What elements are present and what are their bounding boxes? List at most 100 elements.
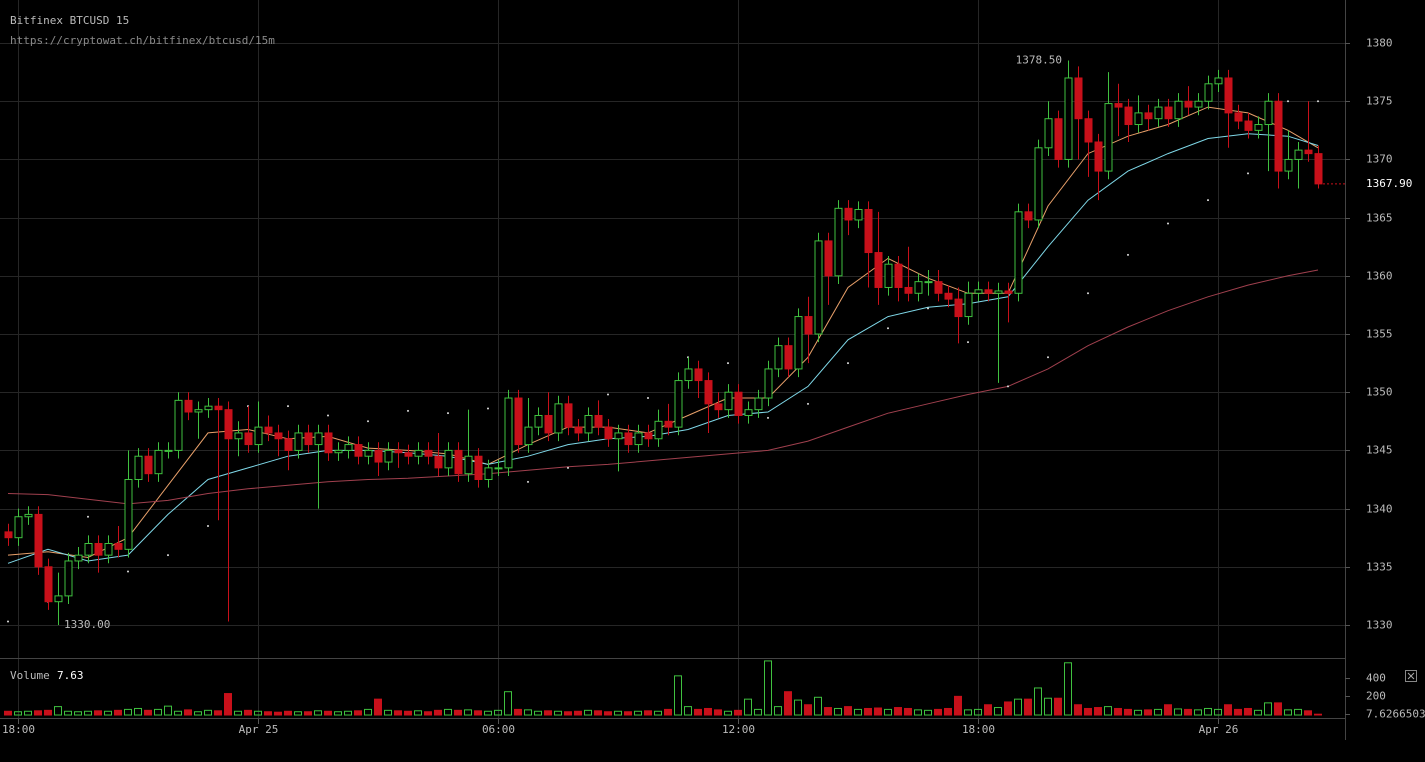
candle-body bbox=[34, 513, 43, 568]
candle-body bbox=[1184, 100, 1193, 108]
candle-body bbox=[424, 449, 433, 457]
sar-dot bbox=[1167, 222, 1169, 225]
volume-bar bbox=[1224, 704, 1232, 716]
volume-bar bbox=[874, 707, 882, 716]
candle-body bbox=[874, 252, 883, 288]
sar-dot bbox=[1007, 385, 1009, 388]
sar-dot bbox=[127, 570, 129, 573]
candle-body bbox=[104, 543, 113, 556]
candle-body bbox=[314, 432, 323, 446]
volume-bar bbox=[434, 709, 442, 716]
volume-bar bbox=[1304, 710, 1312, 716]
volume-bar bbox=[104, 710, 112, 716]
volume-tick-label: 400 bbox=[1366, 672, 1386, 685]
candle-body bbox=[634, 432, 643, 446]
volume-bar bbox=[1114, 707, 1122, 716]
volume-bar bbox=[94, 710, 102, 716]
sar-dot bbox=[887, 327, 889, 330]
y-tick-label: 1345 bbox=[1366, 444, 1393, 457]
candle-body bbox=[254, 426, 263, 446]
volume-bar bbox=[124, 708, 132, 716]
volume-bar bbox=[1194, 709, 1202, 716]
volume-bar bbox=[54, 706, 62, 716]
volume-bar bbox=[1314, 713, 1322, 716]
candle-body bbox=[1144, 112, 1153, 120]
candle-body bbox=[894, 263, 903, 288]
candle-body bbox=[4, 531, 13, 539]
candle-body bbox=[94, 543, 103, 556]
y-tick-label: 1375 bbox=[1366, 95, 1393, 108]
candle-body bbox=[434, 455, 443, 469]
volume-bar bbox=[424, 711, 432, 716]
volume-bar bbox=[1064, 662, 1072, 716]
volume-bar bbox=[334, 711, 342, 716]
sar-dot bbox=[767, 416, 769, 419]
candle-body bbox=[24, 513, 33, 518]
volume-bar bbox=[714, 709, 722, 716]
candle-body bbox=[1134, 112, 1143, 126]
candle-body bbox=[574, 426, 583, 434]
candle-body bbox=[294, 432, 303, 451]
sar-dot bbox=[807, 402, 809, 405]
volume-bar bbox=[1244, 707, 1252, 716]
volume-bar bbox=[1264, 702, 1272, 716]
candle-body bbox=[164, 449, 173, 452]
volume-bar bbox=[1024, 698, 1032, 716]
volume-bar bbox=[784, 691, 792, 716]
volume-bar bbox=[84, 710, 92, 716]
candle-body bbox=[1214, 77, 1223, 85]
candle-body bbox=[284, 438, 293, 451]
volume-bar bbox=[1284, 709, 1292, 716]
volume-bar bbox=[484, 710, 492, 716]
sar-dot bbox=[447, 412, 449, 415]
close-box[interactable] bbox=[1405, 670, 1417, 682]
candle-body bbox=[174, 399, 183, 451]
close-pane-button[interactable] bbox=[1405, 670, 1417, 682]
volume-bar bbox=[664, 708, 672, 716]
x-tick-label: 12:00 bbox=[722, 723, 755, 736]
candle-body bbox=[754, 397, 763, 411]
volume-bar bbox=[474, 710, 482, 716]
candle-body bbox=[714, 403, 723, 411]
candle-body bbox=[974, 289, 983, 294]
volume-bar bbox=[144, 709, 152, 716]
candle-body bbox=[344, 444, 353, 451]
sar-dot bbox=[1047, 356, 1049, 359]
volume-bar bbox=[684, 706, 692, 716]
volume-bar bbox=[534, 710, 542, 716]
candle-body bbox=[194, 409, 203, 413]
volume-bar bbox=[174, 710, 182, 716]
volume-tick-label: 7.6266503 bbox=[1366, 708, 1425, 721]
candle-body bbox=[384, 449, 393, 463]
volume-bar bbox=[724, 710, 732, 716]
candle-body bbox=[854, 208, 863, 221]
candle-body bbox=[864, 208, 873, 254]
volume-bar bbox=[164, 705, 172, 716]
volume-bar bbox=[134, 707, 142, 716]
candle-body bbox=[674, 380, 683, 428]
volume-bar bbox=[44, 709, 52, 716]
sar-dot bbox=[1317, 100, 1319, 103]
volume-bar bbox=[284, 710, 292, 716]
volume-bar bbox=[1294, 708, 1302, 716]
volume-bar bbox=[454, 709, 462, 716]
last-price-label: 1367.90 bbox=[1366, 177, 1412, 190]
volume-bar bbox=[1014, 698, 1022, 716]
volume-bar bbox=[804, 704, 812, 716]
volume-bar bbox=[214, 710, 222, 716]
candle-body bbox=[1084, 118, 1093, 143]
candle-body bbox=[304, 432, 313, 446]
candle-body bbox=[654, 420, 663, 440]
candle-body bbox=[404, 452, 413, 457]
volume-bar bbox=[1254, 709, 1262, 716]
candle-body bbox=[934, 281, 943, 294]
candle-body bbox=[354, 444, 363, 457]
sar-dot bbox=[407, 409, 409, 412]
close-icon[interactable] bbox=[1407, 672, 1415, 680]
volume-bar bbox=[744, 698, 752, 716]
candle-body bbox=[54, 595, 63, 603]
sar-dot bbox=[1127, 253, 1129, 256]
candle-body bbox=[694, 368, 703, 382]
